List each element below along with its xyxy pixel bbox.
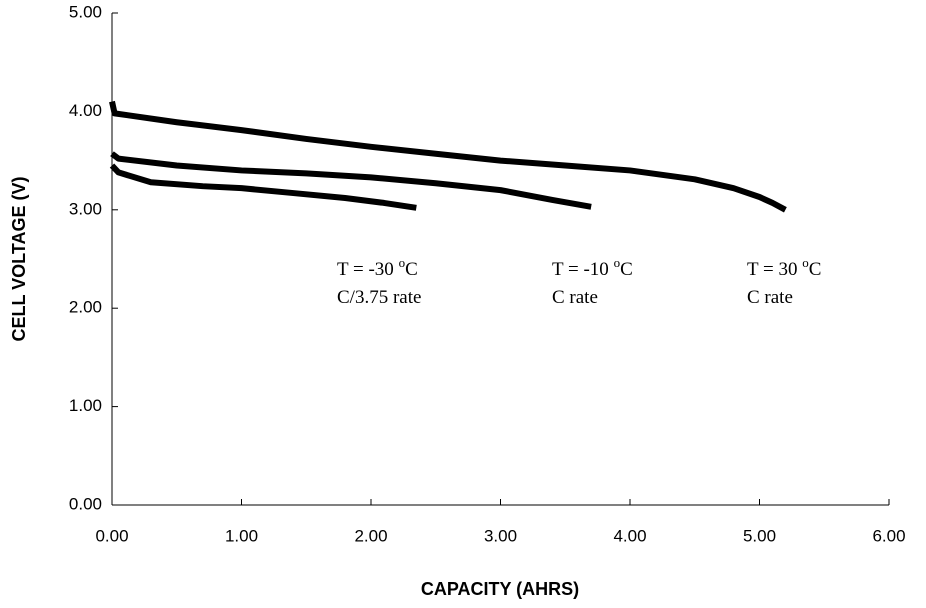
annotation-unit: C: [620, 259, 633, 280]
series-line: [109, 163, 417, 211]
annotation-sup: o: [399, 255, 406, 270]
y-tick-label: 4.00: [69, 101, 102, 120]
annotation: T = 30 oC: [747, 255, 821, 280]
x-tick-label: 1.00: [225, 526, 258, 545]
annotation: T = -10 oC: [552, 255, 633, 280]
x-tick-label: 5.00: [743, 526, 776, 545]
x-tick-label: 0.00: [95, 526, 128, 545]
x-tick-label: 4.00: [613, 526, 646, 545]
annotation-text: T = -10: [552, 259, 614, 280]
x-axis-title: CAPACITY (AHRS): [421, 579, 579, 599]
y-tick-label: 2.00: [69, 298, 102, 317]
annotation-text: T = 30: [747, 259, 802, 280]
annotation-note: C rate: [552, 287, 598, 308]
x-tick-label: 2.00: [354, 526, 387, 545]
annotation-unit: C: [405, 259, 418, 280]
x-tick-label: 6.00: [872, 526, 905, 545]
y-axis-title: CELL VOLTAGE (V): [9, 176, 29, 341]
annotation-unit: C: [809, 259, 822, 280]
y-tick-label: 0.00: [69, 494, 102, 513]
annotation-note: C/3.75 rate: [337, 287, 421, 308]
annotation-sup: o: [802, 255, 809, 270]
y-tick-label: 5.00: [69, 2, 102, 21]
annotation-text: T = -30: [337, 259, 399, 280]
series-line: [110, 151, 592, 210]
annotation-sup: o: [614, 255, 621, 270]
annotation: T = -30 oC: [337, 255, 418, 280]
annotation-note: C rate: [747, 287, 793, 308]
y-tick-label: 1.00: [69, 396, 102, 415]
y-tick-label: 3.00: [69, 199, 102, 218]
x-tick-label: 3.00: [484, 526, 517, 545]
series-line: [109, 100, 787, 213]
